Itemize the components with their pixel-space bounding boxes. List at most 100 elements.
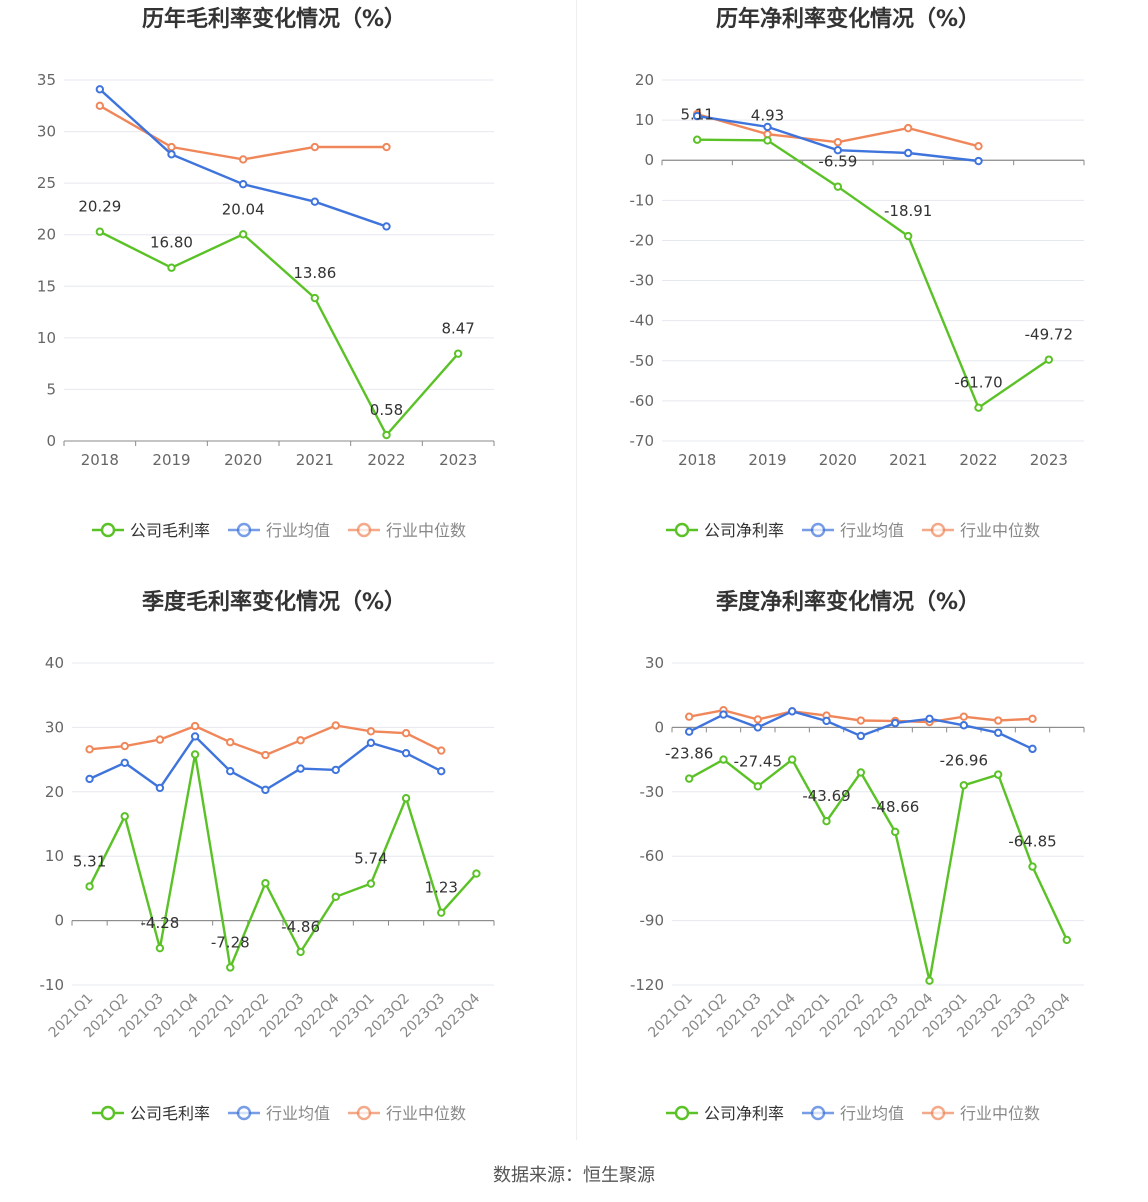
legend-marker-company (674, 1105, 690, 1121)
data-source-note: 数据来源：恒生聚源 (493, 1165, 655, 1186)
x-tick-label: 2021 (296, 451, 334, 469)
data-point-company (822, 816, 831, 826)
data-point-industry_avg (993, 728, 1003, 737)
data-point-industry_avg (833, 145, 843, 155)
data-point-company (684, 774, 694, 783)
y-tick-label: 20 (635, 71, 654, 89)
y-tick-label: 20 (37, 226, 56, 244)
data-point-industry_median (753, 715, 763, 724)
data-label: -43.69 (802, 787, 850, 805)
y-tick-label: 10 (635, 111, 654, 129)
y-tick-label: 30 (45, 718, 64, 736)
data-point-industry_median (310, 142, 320, 152)
data-point-industry_median (856, 716, 866, 725)
data-label: 8.47 (441, 320, 474, 338)
data-point-company (296, 947, 305, 957)
y-tick-label: 0 (54, 912, 64, 930)
y-tick-label: 0 (644, 151, 654, 169)
data-point-company (993, 770, 1003, 779)
x-tick-label: 2022 (959, 451, 997, 469)
data-point-company (85, 882, 94, 891)
data-point-industry_avg (261, 785, 270, 795)
x-tick-label: 2022 (367, 451, 405, 469)
data-point-industry_avg (190, 732, 200, 741)
data-point-company (787, 755, 797, 764)
x-tick-label: 2019 (152, 451, 190, 469)
data-point-company (437, 908, 446, 917)
data-point-industry_avg (890, 718, 900, 728)
series-line-company (88, 754, 478, 972)
data-label: -4.28 (141, 914, 180, 932)
annual-gross-margin-chart: 历年毛利率变化情况（%） 0 5 10 15 20 25 30 35 2018 2019 2020 20… (37, 6, 495, 540)
data-point-company (120, 812, 129, 821)
data-point-industry_avg (856, 731, 866, 741)
data-label: -27.45 (734, 752, 782, 770)
data-point-company (1062, 935, 1072, 945)
legend-label: 行业中位数 (960, 1104, 1040, 1123)
data-point-company (692, 135, 702, 144)
y-tick-label: 30 (645, 654, 664, 672)
data-point-company (401, 794, 411, 803)
data-point-company (382, 430, 391, 440)
data-point-company (1028, 862, 1037, 871)
x-tick-label: 2019 (748, 451, 786, 469)
y-tick-label: -10 (40, 976, 65, 994)
y-tick-label: -70 (630, 432, 655, 450)
data-point-company (155, 943, 165, 953)
series-line-industry_median (89, 724, 442, 757)
data-label: -18.91 (884, 202, 932, 220)
data-point-industry_median (190, 721, 200, 731)
data-point-industry_median (261, 750, 270, 760)
data-point-industry_avg (226, 766, 235, 776)
data-point-industry_avg (763, 122, 772, 132)
y-tick-label: 10 (37, 329, 56, 347)
data-label: 5.31 (73, 852, 106, 870)
data-point-industry_median (684, 712, 694, 721)
panel-divider (576, 0, 577, 1140)
y-tick-label: 0 (46, 432, 56, 450)
quarterly-net-margin-chart: 季度净利率变化情况（%）-120-90-60-300302021Q12021Q2… (630, 589, 1085, 1123)
data-point-industry_avg (331, 765, 340, 775)
y-tick-label: 5 (46, 380, 56, 398)
data-label: 1.23 (425, 879, 458, 897)
data-point-industry_avg (753, 723, 763, 732)
data-point-industry_median (366, 727, 376, 736)
y-tick-label: 20 (45, 783, 64, 801)
x-tick-label: 2021 (889, 451, 927, 469)
data-point-company (472, 869, 481, 878)
legend-label: 公司毛利率 (130, 1104, 210, 1123)
data-point-industry_median (95, 101, 105, 110)
chart-title: 历年毛利率变化情况（%） (142, 6, 406, 32)
data-point-industry_avg (925, 714, 934, 724)
data-label: -61.70 (954, 374, 1002, 392)
legend-label: 公司净利率 (704, 521, 784, 540)
y-tick-label: 35 (37, 71, 56, 89)
data-label: 0.58 (370, 401, 403, 419)
legend-label: 行业均值 (266, 521, 330, 540)
chart-panel-annual-net-margin: 历年净利率变化情况（%） -70 -60 -50 -40 -30 -20 -10 0 10 20 20… (574, 0, 1148, 580)
data-point-company (763, 136, 772, 145)
data-point-company (226, 963, 235, 972)
y-tick-label: -30 (630, 272, 655, 290)
data-point-company (331, 892, 340, 901)
data-point-industry_median (167, 142, 176, 152)
data-point-company (238, 230, 248, 239)
data-point-company (95, 227, 105, 236)
data-point-company (453, 349, 463, 358)
data-point-company (833, 182, 843, 191)
legend-marker-industry_avg (236, 522, 252, 538)
x-tick-label: 2023 (1030, 451, 1068, 469)
legend-label: 行业均值 (840, 1104, 904, 1123)
data-label: -4.86 (281, 918, 320, 936)
data-point-industry_avg (959, 721, 969, 730)
y-tick-label: 40 (45, 654, 64, 672)
data-point-industry_median (993, 716, 1003, 725)
series-line-company (688, 757, 1068, 981)
data-label: 5.74 (354, 850, 387, 868)
chart-panel-annual-gross-margin: 历年毛利率变化情况（%） 0 5 10 15 20 25 30 35 2018 2019 2020 20… (0, 0, 574, 580)
data-point-company (753, 782, 763, 791)
legend-marker-company (100, 522, 116, 538)
data-point-industry_avg (437, 766, 446, 776)
data-label: -6.59 (818, 153, 857, 171)
annual-net-margin-chart: 历年净利率变化情况（%）-70-60-50-40-30-20-100102020… (630, 6, 1085, 540)
